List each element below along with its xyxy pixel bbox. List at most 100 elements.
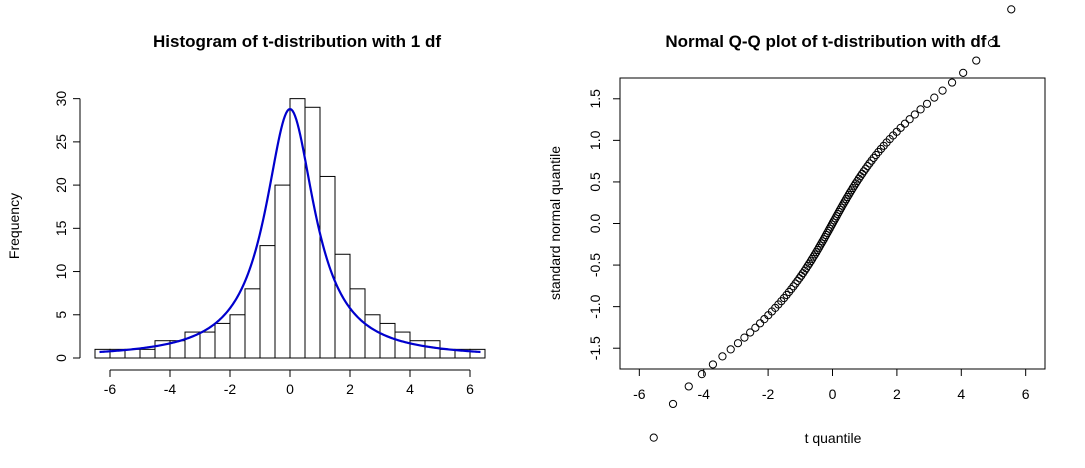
qq-point [832, 212, 841, 221]
histogram-y-axis-label: Frequency [6, 193, 22, 259]
qq-point [834, 207, 843, 217]
qq-point [896, 123, 905, 132]
qq-point [820, 233, 830, 242]
qq-point [835, 205, 845, 214]
qq-point [740, 333, 749, 342]
histogram-x-tick-label: 6 [466, 381, 474, 397]
qq-point [828, 218, 838, 227]
qq-point [805, 259, 814, 268]
qq-point [827, 220, 837, 229]
histogram-bars [94, 98, 486, 359]
qq-y-tick-label: -1.5 [587, 336, 603, 360]
qq-point [861, 164, 870, 173]
qq-point [649, 433, 658, 442]
qq-x-tick-label: 6 [1022, 386, 1030, 402]
qq-point [825, 224, 834, 233]
qq-point [837, 203, 846, 212]
qq-point [808, 254, 817, 264]
qq-x-tick-label: 0 [829, 386, 837, 402]
qq-point [867, 156, 876, 165]
qq-point [818, 237, 827, 246]
qq-point [817, 239, 826, 248]
qq-point [787, 285, 796, 294]
qq-point [789, 282, 798, 291]
histogram-y-axis: 0 5 10 15 20 25 30 [53, 91, 81, 362]
qq-point [910, 110, 919, 119]
qq-point [668, 399, 678, 409]
qq-point [751, 323, 760, 332]
histogram-bar [214, 322, 231, 359]
histogram-bar [199, 331, 216, 359]
qq-point [813, 245, 822, 255]
qq-x-tick-label: -6 [633, 386, 646, 402]
qq-point [819, 235, 828, 244]
qq-x-tick-label: -4 [697, 386, 710, 402]
histogram-bar [229, 314, 246, 359]
qq-point [746, 328, 755, 337]
qq-point [905, 115, 914, 124]
histogram-y-tick-label: 10 [53, 264, 69, 280]
histogram-bar [259, 245, 276, 359]
qq-point [850, 181, 859, 190]
qq-point [930, 93, 939, 102]
qq-plot-y-axis-label: standard normal quantile [547, 146, 563, 300]
qq-point [814, 243, 823, 252]
histogram-bar [289, 98, 306, 359]
qq-point [843, 192, 852, 202]
qq-point [947, 78, 957, 87]
histogram-y-tick-label: 15 [53, 220, 69, 236]
qq-point [938, 86, 947, 95]
qq-point [865, 159, 874, 168]
qq-point [826, 222, 835, 231]
qq-point [838, 201, 847, 210]
qq-point [831, 214, 840, 223]
histogram-y-tick-label: 0 [53, 354, 69, 362]
qq-x-tick-label: 2 [893, 386, 901, 402]
histogram-bar [319, 175, 336, 359]
histogram-x-tick-label: -2 [224, 381, 237, 397]
qq-point [726, 345, 735, 354]
histogram-bar [394, 331, 411, 359]
histogram-bar [244, 288, 261, 359]
histogram-x-tick-label: 2 [346, 381, 354, 397]
qq-point [987, 38, 997, 48]
histogram-bar [139, 348, 156, 359]
qq-point [809, 252, 818, 261]
qq-x-tick-label: -2 [762, 386, 775, 402]
histogram-bar [469, 348, 486, 359]
histogram-y-tick-label: 30 [53, 91, 69, 107]
qq-point [822, 230, 831, 240]
qq-point [959, 68, 968, 77]
histogram-bar [304, 106, 321, 359]
histogram-bar [424, 340, 441, 359]
qq-point [733, 339, 743, 348]
qq-plot-x-axis: -6 -4 -2 0 2 4 6 [633, 369, 1030, 402]
histogram-x-tick-label: -6 [104, 381, 117, 397]
qq-point [900, 119, 910, 128]
qq-point [972, 56, 981, 65]
qq-point [840, 197, 849, 206]
qq-point [845, 188, 855, 197]
histogram-x-tick-label: -4 [164, 381, 177, 397]
qq-point [922, 99, 932, 108]
qq-point [823, 228, 832, 237]
qq-point [684, 382, 693, 391]
histogram-y-tick-label: 25 [53, 134, 69, 150]
qq-point [760, 315, 769, 324]
qq-point [869, 153, 878, 162]
histogram-x-axis: -6 -4 -2 0 2 4 6 [104, 369, 474, 397]
qq-y-tick-label: -1.0 [587, 294, 603, 318]
qq-point [806, 257, 815, 266]
qq-point [803, 261, 812, 271]
qq-point [830, 216, 839, 225]
qq-point [718, 352, 727, 361]
histogram-x-tick-label: 4 [406, 381, 414, 397]
histogram-bar [274, 184, 291, 359]
qq-point [812, 248, 821, 257]
qq-plot-panel: Normal Q-Q plot of t-distribution with d… [547, 5, 1046, 446]
qq-y-tick-label: 1.5 [587, 89, 603, 109]
qq-y-tick-label: -0.5 [587, 253, 603, 277]
qq-point [839, 199, 848, 208]
qq-point [784, 287, 794, 297]
